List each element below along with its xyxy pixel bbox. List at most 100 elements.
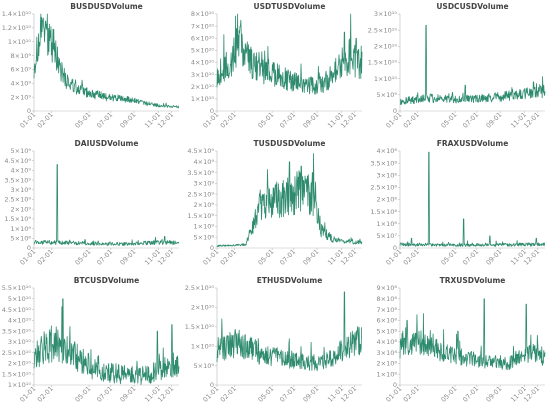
y-tick-label: 4×10¹⁰: [191, 59, 214, 67]
y-tick-label: 3×10⁹: [11, 186, 32, 194]
chart-panel: FRAXUSDVolume 0 5×10⁷ 1×10⁸ 1.5×10⁸ 2×10⁸ 2.5×…: [370, 139, 546, 267]
series-line: [399, 298, 546, 371]
y-tick-label: 2×10¹⁰: [8, 360, 31, 368]
y-tick-label: 2.5×10⁸: [370, 184, 397, 192]
y-tick-label: 0: [393, 107, 397, 115]
y-tick-label: 4.5×10¹⁰: [2, 306, 32, 314]
y-tick-label: 3×10⁸: [377, 171, 398, 179]
y-tick-label: 5×10¹⁰: [191, 47, 214, 55]
y-tick-label: 2.5×10¹⁰: [185, 284, 215, 292]
y-tick-label: 1×10¹⁰: [8, 38, 31, 46]
chart-panel: ETHUSDVolume 0 5×10⁹ 1×10¹⁰ 1.5×10¹⁰ 2×10¹⁰ 2.…: [185, 276, 363, 404]
chart-panel: USDCUSDVolume 0 5×10⁹ 1×10¹⁰ 1.5×10¹⁰ 2×10¹⁰ 2…: [368, 2, 546, 130]
y-tick-label: 0: [210, 381, 214, 389]
y-tick-label: 5×10⁹: [377, 91, 398, 99]
x-tick-label: 01-01: [201, 248, 220, 267]
y-tick-label: 5×10⁸: [194, 233, 215, 241]
x-tick-label: 05-01: [439, 111, 458, 130]
series-line: [216, 291, 363, 372]
x-tick-label: 05-01: [73, 111, 92, 130]
y-tick-label: 3.5×10⁸: [370, 159, 397, 167]
x-tick-label: 02-01: [219, 111, 238, 130]
y-tick-label: 1×10¹⁰: [191, 95, 214, 103]
y-tick-label: 4×10⁸: [377, 147, 398, 155]
y-tick-label: 5×10⁷: [377, 232, 398, 240]
y-tick-label: 1.2×10¹⁰: [2, 24, 32, 32]
y-tick-label: 6×10⁸: [377, 317, 398, 325]
y-tick-label: 2×10⁸: [377, 360, 398, 368]
y-tick-label: 1.5×10¹⁰: [368, 59, 398, 67]
chart-panel: USDTUSDVolume 0 1×10¹⁰ 2×10¹⁰ 3×10¹⁰ 4×10¹⁰ 5×…: [191, 2, 363, 130]
y-tick-label: 3×10¹⁰: [191, 71, 214, 79]
y-tick-label: 4.5×10⁹: [187, 147, 214, 155]
y-tick-label: 1×10⁸: [377, 220, 398, 228]
y-tick-label: 3.5×10⁹: [187, 169, 214, 177]
y-tick-label: 4.5×10⁹: [4, 157, 31, 165]
y-tick-label: 9×10⁸: [377, 284, 398, 292]
y-tick-label: 8×10¹⁰: [191, 10, 214, 18]
y-tick-label: 4×10¹⁰: [8, 317, 31, 325]
y-tick-label: 2×10⁹: [194, 201, 215, 209]
chart-panel: DAIUSDVolume 05×10⁸ 1×10⁹ 1.5×10⁹ 2×10⁹2.5×1…: [4, 139, 180, 267]
chart-panel: TRXUSDVolume 0 1×10⁸ 2×10⁸ 3×10⁸ 4×10⁸ 5×10⁸ 6×…: [377, 276, 546, 404]
x-tick-label: 07-01: [461, 248, 480, 267]
x-tick-label: 01-01: [18, 248, 37, 267]
x-tick-label: 07-01: [278, 385, 297, 404]
y-tick-label: 1.5×10¹⁰: [2, 370, 32, 378]
y-tick-label: 5.5×10¹⁰: [2, 284, 32, 292]
y-tick-label: 4×10⁸: [377, 338, 398, 346]
x-tick-label: 07-01: [278, 248, 297, 267]
x-tick-label: 05-01: [256, 248, 275, 267]
y-tick-label: 5×10⁹: [194, 362, 215, 370]
x-tick-label: 09-01: [301, 111, 320, 130]
x-tick-label: 09-01: [484, 385, 503, 404]
y-tick-label: 3.5×10¹⁰: [2, 327, 32, 335]
y-tick-label: 6×10⁹: [11, 66, 32, 74]
chart-title: BUSDUSDVolume: [70, 2, 143, 11]
y-tick-label: 5×10⁹: [11, 147, 32, 155]
x-tick-label: 09-01: [118, 385, 137, 404]
y-tick-label: 4×10⁹: [194, 158, 215, 166]
x-tick-label: 01-01: [201, 111, 220, 130]
series-line: [216, 153, 363, 247]
x-tick-label: 05-01: [73, 385, 92, 404]
x-tick-label: 01-01: [384, 248, 403, 267]
chart-panel: TUSDUSDVolume 0 5×10⁸ 1×10⁹ 1.5×10⁹ 2×10⁹ 2.5×…: [187, 139, 363, 267]
y-tick-label: 3.5×10⁹: [4, 176, 31, 184]
y-tick-label: 2.5×10¹⁰: [2, 349, 32, 357]
y-tick-label: 1.5×10¹⁰: [185, 323, 215, 331]
series-line: [399, 151, 546, 247]
x-tick-label: 09-01: [301, 248, 320, 267]
y-tick-label: 1×10⁹: [194, 223, 215, 231]
y-tick-label: 1.4×10¹⁰: [2, 10, 32, 18]
chart-panel: BTCUSDVolume 1×10¹⁰ 1.5×10¹⁰ 2×10¹⁰ 2.5×10¹⁰…: [2, 276, 180, 404]
chart-title: DAIUSDVolume: [75, 139, 139, 148]
x-tick-label: 05-01: [256, 111, 275, 130]
series-line: [216, 13, 363, 95]
y-tick-label: 1×10⁹: [11, 225, 32, 233]
y-tick-label: 1.5×10⁸: [370, 208, 397, 216]
series-line: [33, 298, 180, 385]
y-tick-label: 0: [393, 244, 397, 252]
x-tick-label: 07-01: [461, 111, 480, 130]
chart-panel: BUSDUSDVolume 0 2×10⁹ 4×10⁹ 6×10⁹ 8×10⁹ 1×10¹⁰…: [2, 2, 180, 130]
y-tick-label: 4×10⁹: [11, 79, 32, 87]
y-tick-label: 6×10¹⁰: [191, 34, 214, 42]
y-tick-label: 2×10¹⁰: [191, 83, 214, 91]
x-tick-label: 05-01: [439, 248, 458, 267]
series-line: [33, 164, 180, 246]
y-tick-label: 1.5×10⁹: [187, 212, 214, 220]
y-tick-label: 8×10⁹: [11, 52, 32, 60]
x-tick-label: 02-01: [36, 385, 55, 404]
x-tick-label: 02-01: [402, 111, 421, 130]
x-tick-label: 02-01: [36, 248, 55, 267]
x-tick-label: 05-01: [256, 385, 275, 404]
y-tick-label: 0: [393, 381, 397, 389]
x-tick-label: 07-01: [95, 248, 114, 267]
y-tick-label: 2×10¹⁰: [191, 304, 214, 312]
series-line: [33, 13, 180, 109]
x-tick-label: 02-01: [219, 248, 238, 267]
x-tick-label: 01-01: [201, 385, 220, 404]
y-tick-label: 1.5×10⁹: [4, 215, 31, 223]
